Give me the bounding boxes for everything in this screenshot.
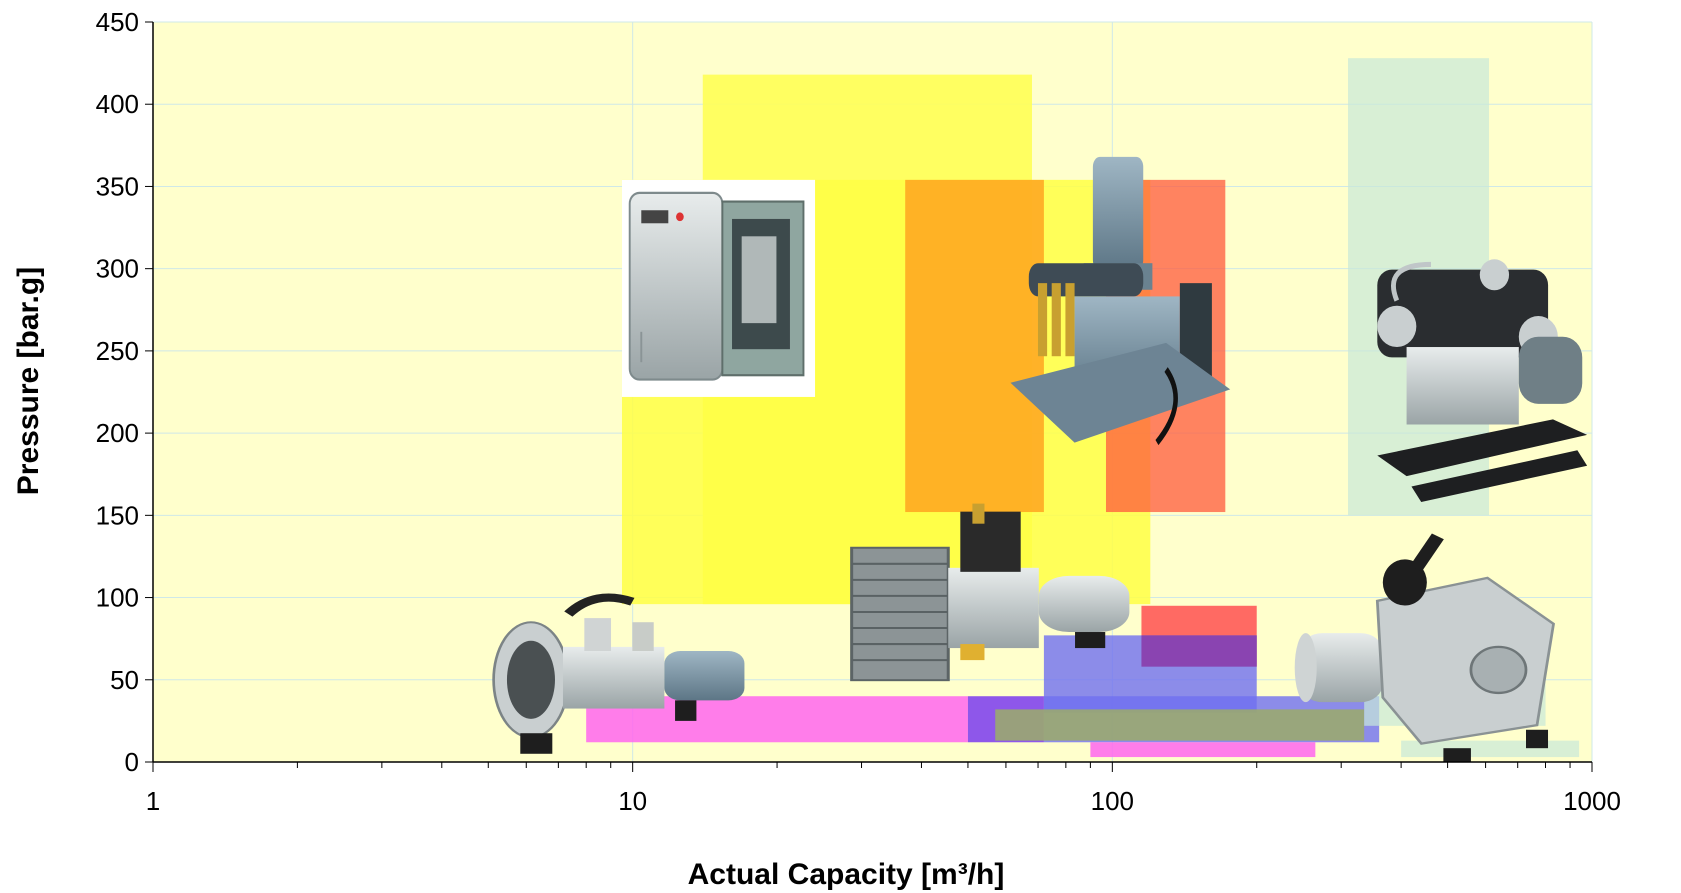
axes — [152, 22, 1592, 763]
operating-region — [1090, 742, 1316, 758]
radiator-cooled-compressor-icon — [850, 503, 1130, 682]
y-tick-label: 50 — [110, 665, 139, 695]
x-tick-label: 100 — [1091, 786, 1134, 816]
y-axis-title: Pressure [bar.g] — [12, 267, 45, 495]
x-tick-label: 1 — [146, 786, 160, 816]
product-images — [492, 156, 1588, 762]
operating-region — [995, 709, 1365, 741]
y-tick-label: 350 — [96, 171, 139, 201]
medium-reciprocating-compressor-icon — [1294, 533, 1555, 762]
small-air-compressor-icon — [492, 593, 745, 754]
y-tick-label: 150 — [96, 500, 139, 530]
y-tick-label: 450 — [96, 7, 139, 37]
operating-region — [905, 179, 1044, 513]
y-tick-label: 400 — [96, 89, 139, 119]
y-tick-label: 0 — [125, 747, 139, 777]
cabinet-compressor-icon — [621, 179, 816, 397]
y-tick-label: 100 — [96, 583, 139, 613]
x-tick-label: 1000 — [1563, 786, 1621, 816]
y-tick-label: 200 — [96, 418, 139, 448]
operating-region — [1141, 635, 1257, 667]
x-axis-ticks: 1 10 100 1000 — [146, 762, 1621, 816]
y-axis-ticks: 0 50 100 150 200 250 300 350 400 450 — [96, 7, 153, 777]
x-tick-label: 10 — [618, 786, 647, 816]
y-tick-label: 250 — [96, 336, 139, 366]
x-axis-title: Actual Capacity [m³/h] — [688, 858, 1005, 891]
large-reciprocating-compressor-icon — [1377, 259, 1588, 502]
motor-compressor-with-filters-icon — [1010, 156, 1231, 446]
y-tick-label: 300 — [96, 254, 139, 284]
